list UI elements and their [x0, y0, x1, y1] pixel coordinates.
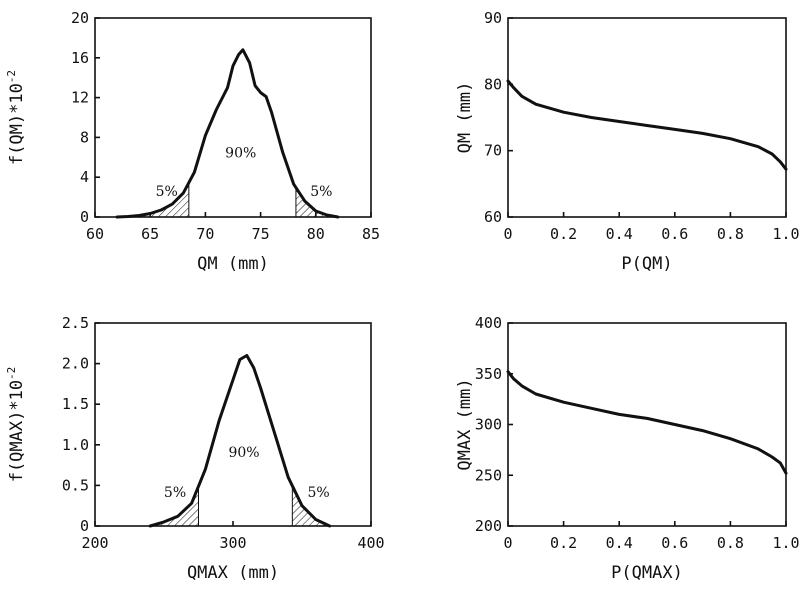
x-tick-label: 0.8 — [717, 534, 744, 552]
y-tick-label: 0 — [80, 517, 89, 535]
y-tick-label: 20 — [71, 9, 89, 27]
x-tick-label: 0.6 — [661, 225, 688, 243]
x-axis-label: P(QM) — [621, 254, 672, 274]
x-tick-label: 0.6 — [661, 534, 688, 552]
plot-frame — [507, 17, 787, 218]
y-tick-label: 16 — [71, 49, 89, 67]
x-tick-label: 400 — [357, 534, 384, 552]
x-tick-label: 300 — [219, 534, 246, 552]
y-tick-label: 2.0 — [62, 355, 89, 373]
data-curve — [506, 79, 788, 171]
y-tick-label: 60 — [484, 208, 502, 226]
y-tick-label: 1.0 — [62, 436, 89, 454]
y-tick-label: 90 — [484, 9, 502, 27]
y-axis-label: f(QMAX)*10-2 — [5, 367, 27, 483]
percent-annotation: 5% — [307, 485, 329, 501]
y-tick-label: 0.5 — [62, 476, 89, 494]
y-tick-label: 4 — [80, 168, 89, 186]
qmax-density-chart: 200 300 400 0 0.5 1.0 1.5 2.0 2.5 QMAX (mm) f(QMAX… — [5, 314, 385, 583]
y-tick-label: 2.5 — [62, 314, 89, 332]
percent-annotation: 90% — [225, 145, 256, 161]
percent-annotation: 5% — [164, 485, 186, 501]
x-axis-label: QMAX (mm) — [187, 563, 279, 583]
y-tick-label: 0 — [80, 208, 89, 226]
y-tick-label: 200 — [475, 517, 502, 535]
y-tick-label: 12 — [71, 89, 89, 107]
x-tick-label: 65 — [141, 225, 159, 243]
data-curve — [148, 354, 332, 528]
x-tick-label: 0.2 — [550, 534, 577, 552]
x-tick-label: 85 — [362, 225, 380, 243]
plot-frame — [507, 322, 787, 527]
percent-annotation: 5% — [156, 184, 178, 200]
y-axis-label: QM (mm) — [455, 82, 475, 154]
x-tick-label: 0.4 — [606, 225, 633, 243]
x-tick-label: 0.4 — [606, 534, 633, 552]
qm-density-chart: 60 65 70 75 80 85 0 4 8 12 16 20 QM (mm) f(QM)*10-2 5%… — [5, 9, 380, 274]
percent-annotation: 90% — [228, 445, 259, 461]
y-tick-label: 80 — [484, 75, 502, 93]
y-tick-label: 250 — [475, 466, 502, 484]
y-axis-label: QMAX (mm) — [455, 378, 475, 470]
x-axis-label: QM (mm) — [197, 254, 269, 274]
x-tick-label: 0.2 — [550, 225, 577, 243]
x-axis-label: P(QMAX) — [611, 563, 683, 583]
x-tick-label: 1.0 — [772, 225, 799, 243]
x-tick-label: 200 — [81, 534, 108, 552]
qmax-exceedance-chart: 0 0.2 0.4 0.6 0.8 1.0 200 250 300 350 400 P(QMAX) QM… — [455, 314, 800, 583]
y-tick-label: 8 — [80, 128, 89, 146]
x-tick-label: 0 — [503, 534, 512, 552]
x-tick-label: 80 — [307, 225, 325, 243]
y-tick-label: 400 — [475, 314, 502, 332]
y-tick-label: 300 — [475, 416, 502, 434]
y-tick-label: 1.5 — [62, 395, 89, 413]
x-tick-label: 0 — [503, 225, 512, 243]
x-tick-label: 70 — [196, 225, 214, 243]
x-tick-label: 60 — [86, 225, 104, 243]
qm-exceedance-chart: 0 0.2 0.4 0.6 0.8 1.0 60 70 80 90 P(QM) QM (mm) — [455, 9, 800, 274]
data-curve — [115, 48, 340, 219]
x-tick-label: 1.0 — [772, 534, 799, 552]
data-curve — [506, 370, 788, 475]
percent-annotation: 5% — [310, 184, 332, 200]
plot-frame — [94, 17, 372, 218]
x-tick-label: 75 — [252, 225, 270, 243]
y-axis-exponent: -2 — [5, 367, 18, 380]
x-tick-label: 0.8 — [717, 225, 744, 243]
y-tick-label: 350 — [475, 365, 502, 383]
y-axis-exponent: -2 — [5, 70, 18, 83]
y-axis-label: f(QM)*10-2 — [5, 70, 27, 165]
y-tick-label: 70 — [484, 142, 502, 160]
